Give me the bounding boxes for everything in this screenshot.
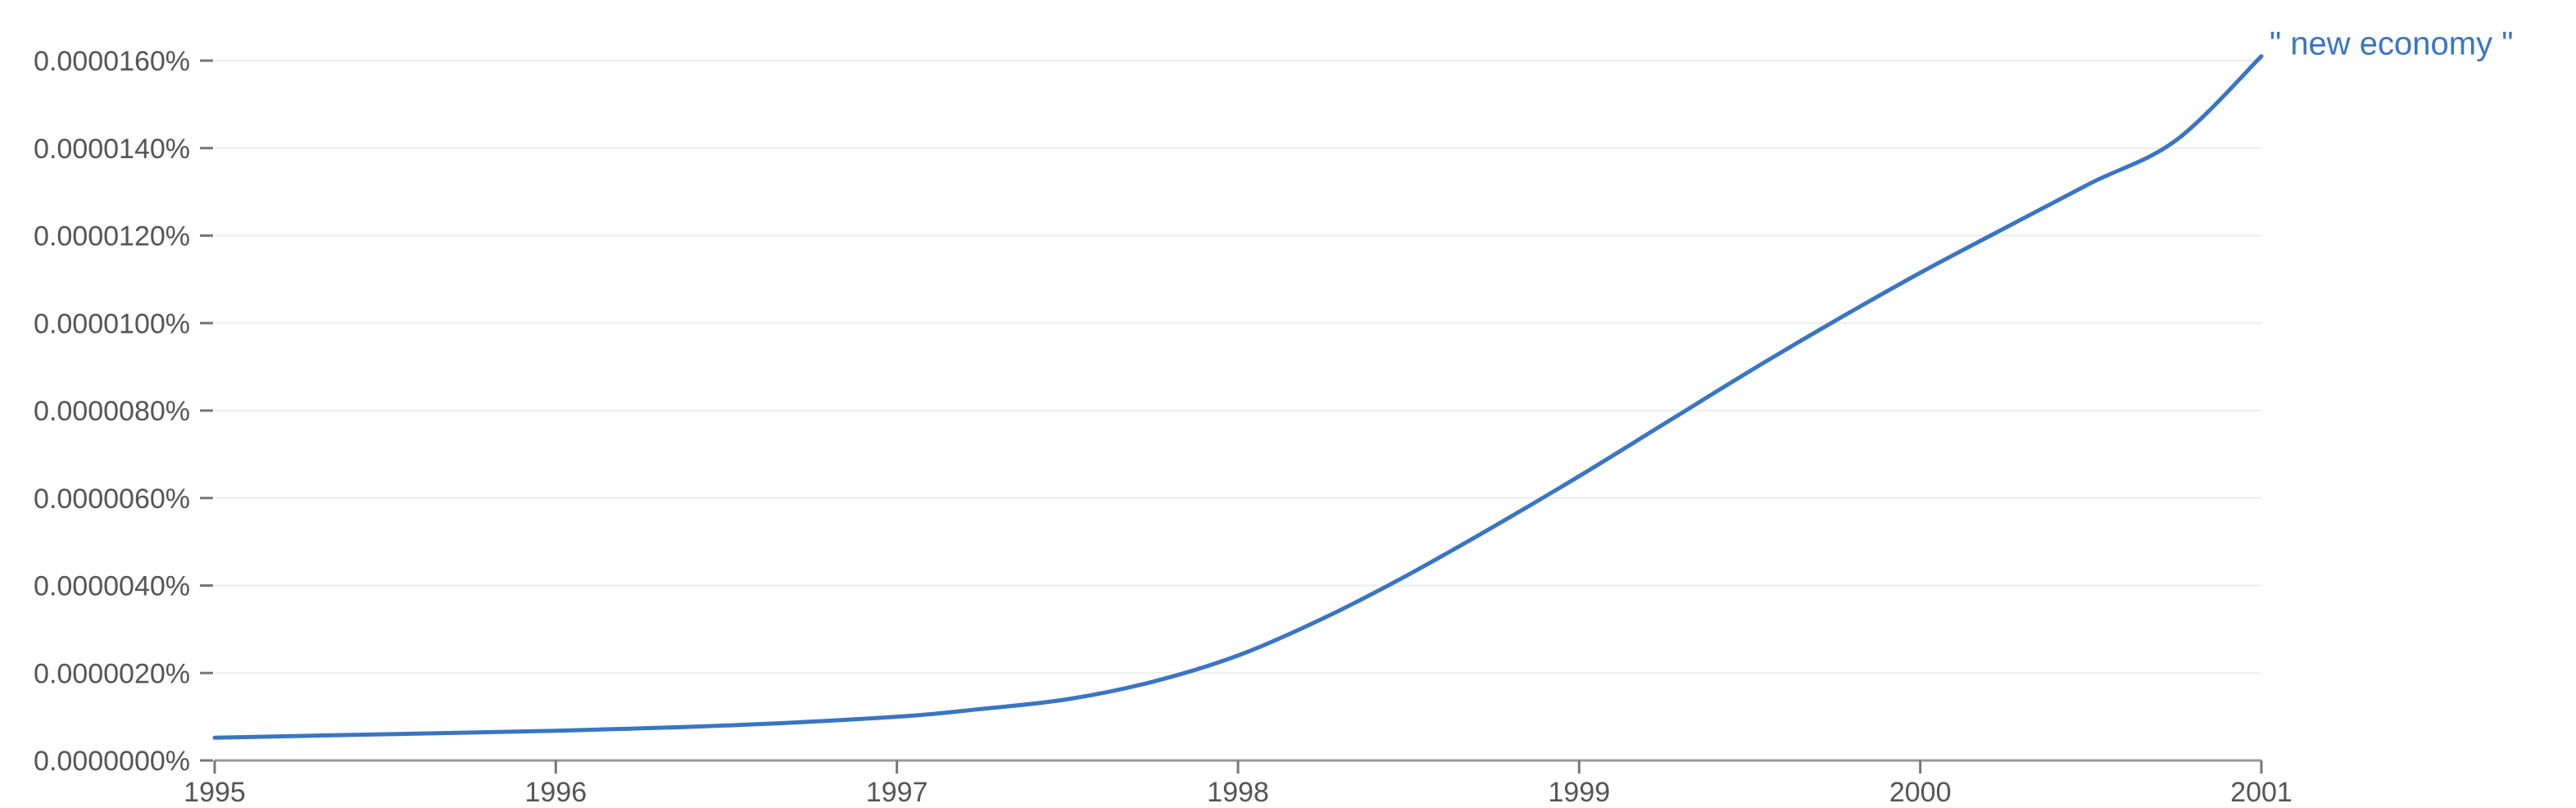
y-tick-label: 0.0000020% [34,658,190,689]
y-tick-label: 0.0000000% [34,746,190,777]
labels: 0.0000000% 0.0000020% 0.0000040% 0.0000060%… [34,26,2513,808]
x-tick-label: 1996 [525,777,587,808]
x-tick-label: 1995 [184,777,246,808]
axes [200,59,2263,774]
x-tick-label: 2001 [2230,777,2293,808]
series-line[interactable] [212,54,2264,740]
series-label: " new economy " [2270,26,2513,62]
y-tick-label: 0.0000040% [34,571,190,602]
y-tick-label: 0.0000100% [34,308,190,339]
x-tick-label: 1999 [1549,777,1611,808]
y-tick-label: 0.0000060% [34,483,190,515]
x-tick-label: 1997 [866,777,928,808]
y-tick-label: 0.0000120% [34,221,190,252]
y-tick-label: 0.0000140% [34,134,190,165]
y-tick-label: 0.0000080% [34,396,190,427]
series-layer [212,54,2264,740]
x-tick-label: 2000 [1889,777,1952,808]
x-tick-label: 1998 [1207,777,1269,808]
gridlines [215,60,2261,674]
y-tick-label: 0.0000160% [34,46,190,77]
